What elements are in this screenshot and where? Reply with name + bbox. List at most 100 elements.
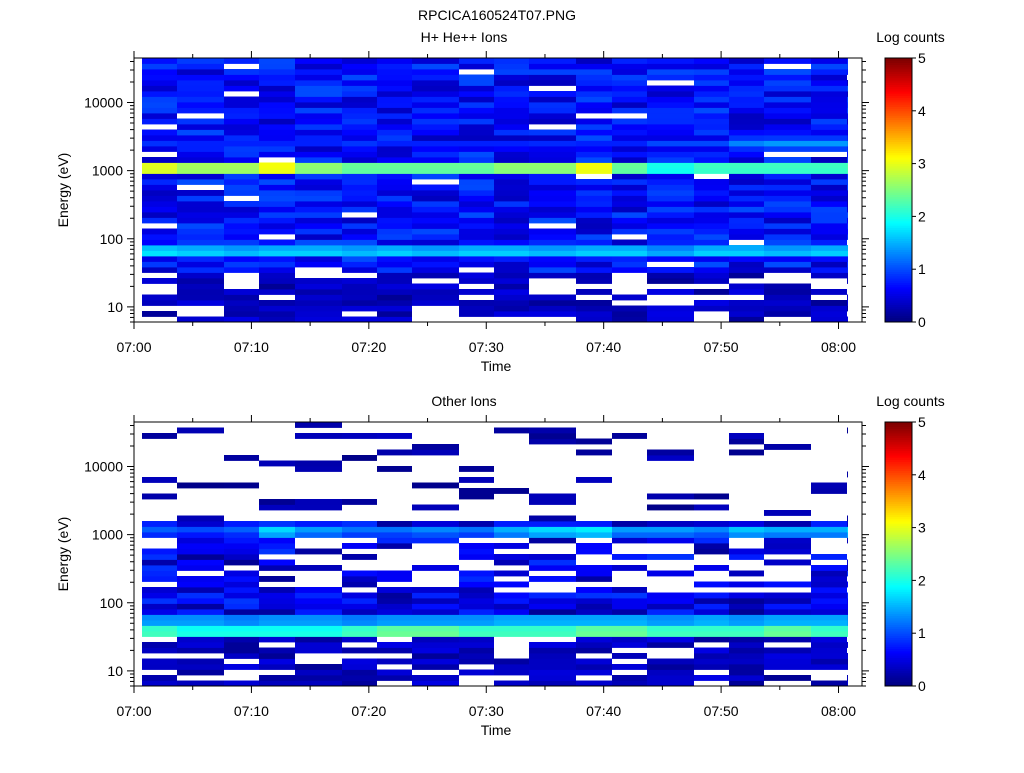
heatmap-cell xyxy=(847,190,848,196)
heatmap-cell xyxy=(177,74,224,81)
heatmap-cell xyxy=(177,581,224,588)
heatmap-cell xyxy=(576,74,612,81)
colorbar-swatch xyxy=(885,677,912,680)
heatmap-cell xyxy=(576,179,612,185)
heatmap-cell xyxy=(259,245,295,251)
heatmap-cell xyxy=(764,305,811,312)
heatmap-cell xyxy=(412,228,459,235)
heatmap-cell xyxy=(576,58,612,64)
plot-frame xyxy=(133,57,863,323)
colorbar-swatch xyxy=(885,472,912,476)
heatmap-cell xyxy=(811,658,847,665)
heatmap-cell xyxy=(259,532,295,538)
heatmap-cell xyxy=(494,245,529,251)
heatmap-cell xyxy=(412,272,459,279)
heatmap-cell xyxy=(295,614,342,621)
heatmap-cell xyxy=(494,532,529,538)
heatmap-cell xyxy=(342,283,377,290)
heatmap-cell xyxy=(729,190,764,196)
heatmap-cell xyxy=(647,140,694,147)
heatmap-cell xyxy=(259,625,295,632)
heatmap-cell xyxy=(811,173,847,180)
colorbar-swatch xyxy=(885,304,912,308)
heatmap-cell xyxy=(576,620,612,626)
heatmap-cell xyxy=(576,305,612,312)
heatmap-cell xyxy=(529,300,576,306)
colorbar-swatch xyxy=(885,209,912,213)
colorbar-swatch xyxy=(885,165,912,169)
heatmap-cell xyxy=(647,113,694,119)
heatmap-cell xyxy=(295,664,342,670)
heatmap-cell xyxy=(342,113,377,119)
heatmap-cell xyxy=(459,526,494,533)
heatmap-cell xyxy=(811,300,847,306)
heatmap-cell xyxy=(342,294,377,301)
heatmap-cell xyxy=(647,212,694,218)
heatmap-cell xyxy=(529,245,576,251)
heatmap-cell xyxy=(295,212,342,218)
heatmap-cell xyxy=(494,267,529,273)
heatmap-cell xyxy=(576,63,612,70)
heatmap-cell xyxy=(612,173,647,180)
heatmap-cell xyxy=(612,636,647,643)
heatmap-cell xyxy=(647,669,694,676)
heatmap-cell xyxy=(259,311,295,317)
colorbar-swatch xyxy=(885,631,912,634)
heatmap-cell xyxy=(224,80,259,86)
heatmap-cell xyxy=(494,234,529,240)
heatmap-cell xyxy=(647,664,694,670)
heatmap-cell xyxy=(694,300,729,306)
y-tick-label: 10000 xyxy=(84,95,123,111)
heatmap-cell xyxy=(576,532,612,538)
heatmap-cell xyxy=(377,647,412,654)
heatmap-cell xyxy=(529,658,576,665)
heatmap-cell xyxy=(342,190,377,196)
heatmap-cell xyxy=(612,63,647,70)
heatmap-cell xyxy=(847,427,848,434)
heatmap-cell xyxy=(612,239,647,246)
heatmap-cell xyxy=(764,69,811,75)
heatmap-cell xyxy=(529,305,576,312)
heatmap-cell xyxy=(811,565,847,571)
heatmap-cell xyxy=(412,587,459,593)
heatmap-cell xyxy=(494,300,529,306)
heatmap-cell xyxy=(847,272,848,279)
heatmap-cell xyxy=(647,614,694,621)
heatmap-cell xyxy=(412,675,459,681)
colorbar-swatch xyxy=(885,163,912,167)
colorbar-swatch xyxy=(885,75,912,79)
heatmap-cell xyxy=(729,548,764,555)
heatmap-cell xyxy=(342,206,377,213)
heatmap-cell xyxy=(224,570,259,577)
heatmap-cell xyxy=(142,157,177,163)
heatmap-cell xyxy=(377,592,412,599)
heatmap-cell xyxy=(295,669,342,676)
heatmap-cell xyxy=(729,631,764,637)
colorbar-swatch xyxy=(885,681,912,685)
heatmap-cell xyxy=(811,653,847,659)
colorbar-swatch xyxy=(885,567,912,570)
heatmap-cell xyxy=(847,118,848,125)
colorbar-swatch xyxy=(885,492,912,496)
heatmap-cell xyxy=(529,173,576,180)
heatmap-cell xyxy=(142,135,177,141)
heatmap-cell xyxy=(529,228,576,235)
colorbar-swatch xyxy=(885,483,912,487)
heatmap-cell xyxy=(142,311,177,317)
heatmap-cell xyxy=(764,223,811,229)
heatmap-cell xyxy=(811,592,847,599)
heatmap-cell xyxy=(295,206,342,213)
colorbar-swatch xyxy=(885,439,912,443)
heatmap-cell xyxy=(647,58,694,64)
heatmap-cell xyxy=(694,245,729,251)
colorbar-swatch xyxy=(885,611,912,614)
heatmap-cell xyxy=(377,69,412,75)
colorbar-swatch xyxy=(885,80,912,83)
heatmap-cell xyxy=(764,91,811,97)
heatmap-cell xyxy=(377,179,412,185)
heatmap-cell xyxy=(647,311,694,317)
heatmap-cell xyxy=(612,195,647,202)
heatmap-cell xyxy=(259,499,295,505)
heatmap-cell xyxy=(811,146,847,152)
heatmap-cell xyxy=(459,63,494,70)
